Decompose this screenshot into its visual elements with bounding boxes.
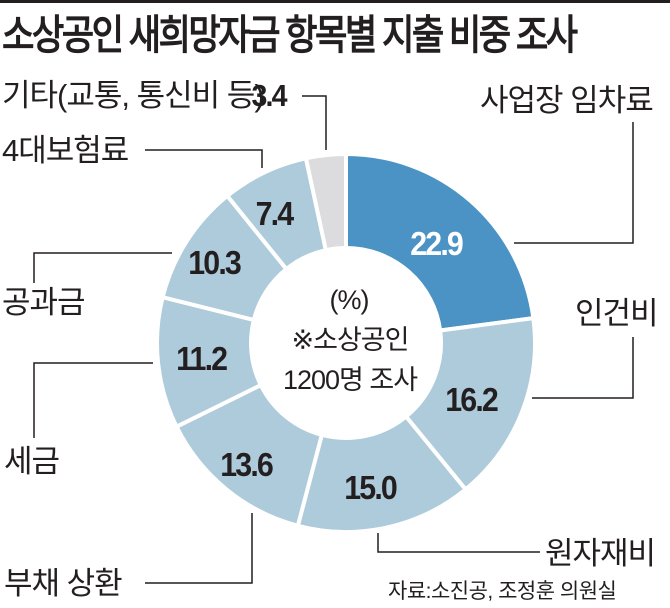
leader-debt [145, 513, 253, 584]
leader-other [302, 95, 327, 150]
value-tax: 11.2 [176, 340, 228, 377]
center-unit: (%) [329, 285, 370, 315]
value-labor: 16.2 [445, 381, 499, 418]
value-debt: 13.6 [220, 446, 274, 483]
slice-rent [344, 151, 536, 333]
value-other: 3.4 [251, 78, 287, 113]
center-note-line1: ※소상공인 [291, 325, 410, 355]
leader-lines [33, 95, 634, 584]
label-rent: 사업장 임차료 [480, 83, 654, 118]
leader-utilities [33, 252, 172, 283]
slice-labor [403, 315, 537, 493]
source-credit: 자료:소진공, 조정훈 의원실 [388, 580, 617, 603]
label-other: 기타(교통, 통신비 등) [2, 78, 265, 113]
value-utilities: 10.3 [188, 244, 242, 281]
label-materials: 원자재비 [545, 536, 656, 571]
slice-other [303, 151, 348, 253]
slice-debt [173, 382, 325, 529]
leader-tax [33, 362, 153, 438]
value-rent: 22.9 [410, 225, 464, 262]
label-utilities: 공과금 [2, 285, 86, 320]
label-labor: 인건비 [575, 296, 659, 331]
value-materials: 15.0 [344, 469, 398, 506]
leader-rent [514, 122, 634, 244]
value-insurance: 7.4 [255, 195, 295, 232]
top-rule [0, 0, 670, 3]
label-debt: 부채 상환 [4, 566, 123, 601]
leader-insurance [145, 149, 263, 168]
leader-materials [377, 533, 540, 553]
donut-slices [155, 151, 537, 534]
label-tax: 세금 [4, 444, 60, 479]
center-note-line2: 1200명 조사 [282, 365, 418, 395]
chart-title: 소상공인 새희망자금 항목별 지출 비중 조사 [2, 12, 578, 58]
label-insurance: 4대보험료 [2, 133, 129, 168]
leader-labor [532, 337, 634, 399]
